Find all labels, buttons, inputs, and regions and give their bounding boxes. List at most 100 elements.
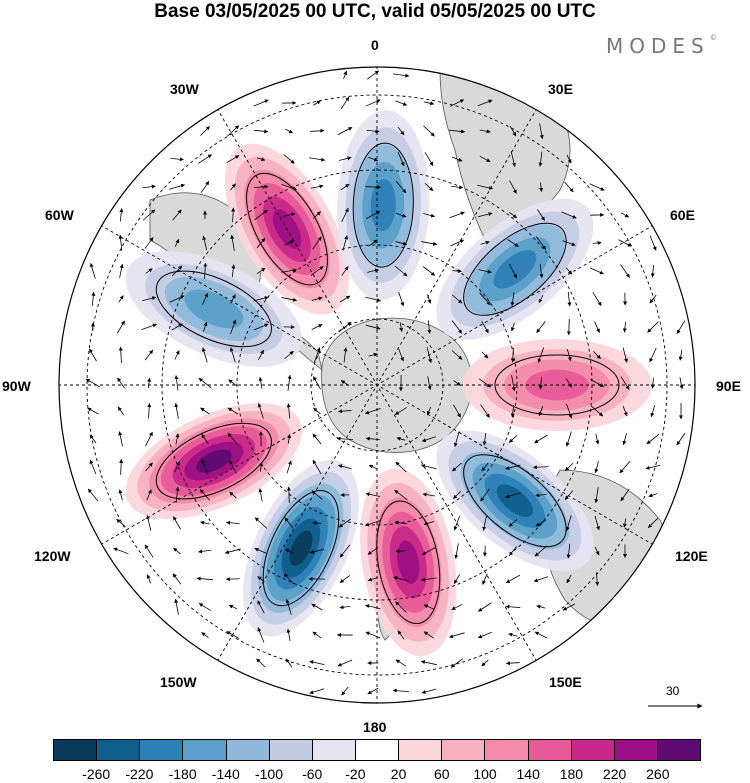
wind-vector — [284, 240, 294, 246]
wind-vector — [647, 518, 659, 528]
wind-vector — [534, 434, 548, 444]
wind-vector — [594, 515, 600, 531]
wind-vector — [226, 155, 240, 163]
wind-vector — [537, 347, 545, 363]
wind-vector — [645, 465, 661, 470]
wind-vector — [287, 374, 292, 391]
wind-vector — [258, 349, 264, 360]
wind-vector — [337, 659, 353, 667]
wind-vector — [622, 405, 628, 417]
wind-vector — [566, 543, 571, 559]
wind-vector — [313, 407, 321, 415]
wind-vector — [424, 101, 435, 106]
wind-vector — [427, 376, 432, 391]
wind-vector — [394, 407, 407, 415]
wind-vector — [230, 234, 235, 251]
wind-vector — [198, 603, 212, 611]
wind-vector — [144, 237, 154, 249]
lon-label-90e: 90E — [716, 378, 741, 394]
wind-vector — [392, 688, 409, 693]
anomaly-contour — [493, 250, 537, 289]
wind-vector — [119, 263, 124, 278]
wind-vector — [566, 349, 572, 362]
wind-vector — [229, 460, 237, 474]
wind-vector — [282, 212, 296, 217]
wind-vector — [117, 377, 125, 389]
wind-vector — [285, 658, 293, 668]
wind-vector — [311, 324, 323, 330]
wind-vector — [622, 518, 627, 528]
wind-vector — [142, 184, 156, 189]
wind-vector — [313, 211, 321, 219]
wind-vector — [594, 546, 600, 556]
wind-vector — [309, 157, 326, 162]
wind-vector — [650, 405, 656, 418]
wind-vector — [679, 377, 684, 390]
wind-vector — [174, 375, 179, 391]
wind-vector — [423, 631, 435, 639]
wind-vector — [622, 433, 627, 446]
wind-vector — [312, 520, 322, 525]
colorbar-tick-label: -20 — [345, 766, 366, 782]
wind-vector — [311, 296, 323, 301]
wind-vector — [145, 431, 153, 447]
wind-vector — [257, 627, 265, 643]
wind-vector — [508, 546, 518, 556]
wind-vector — [453, 431, 460, 448]
wind-vector — [565, 515, 572, 531]
lon-label-0: 0 — [371, 37, 379, 53]
colorbar-tick-label: 100 — [473, 766, 497, 782]
wind-vector — [174, 350, 180, 360]
wind-vector — [594, 487, 599, 504]
wind-vector — [285, 128, 294, 134]
wind-vector — [421, 241, 438, 246]
wind-vector — [283, 573, 295, 585]
wind-vector — [622, 347, 628, 363]
wind-vector — [398, 291, 405, 307]
colorbar-swatch — [140, 740, 184, 760]
wind-vector — [368, 352, 378, 357]
wind-vector — [118, 489, 123, 501]
wind-vector — [505, 492, 521, 499]
wind-vector — [117, 406, 125, 416]
wind-vector — [337, 127, 353, 135]
wind-vector — [368, 239, 378, 247]
wind-vector — [365, 296, 382, 302]
streamline-contour — [262, 490, 340, 607]
wind-vector — [398, 348, 404, 362]
wind-vector — [395, 100, 408, 106]
wind-vector — [564, 181, 574, 193]
colorbar-swatch — [528, 740, 572, 760]
wind-vector — [510, 347, 515, 363]
wind-vector — [511, 375, 516, 392]
wind-vector — [420, 464, 437, 470]
wind-vector — [592, 292, 602, 307]
colorbar-tick-label: 180 — [559, 766, 584, 782]
wind-vector — [477, 99, 493, 107]
wind-vector — [424, 152, 434, 166]
wind-vector — [228, 379, 238, 387]
wind-vector — [565, 378, 573, 388]
wind-vector — [365, 492, 381, 497]
wind-vector — [366, 129, 380, 134]
wind-vector — [481, 351, 489, 359]
wind-vector — [481, 320, 489, 334]
wind-vector — [480, 404, 490, 418]
wind-vector — [367, 268, 380, 273]
wind-vector — [286, 628, 291, 642]
wind-vector — [594, 321, 600, 333]
wind-vector — [566, 574, 572, 584]
wind-vector — [566, 403, 573, 419]
wind-vector — [312, 631, 322, 639]
wind-vector — [253, 296, 269, 302]
streamline-contour — [352, 142, 414, 268]
wind-vector — [113, 547, 129, 555]
wind-vector — [450, 658, 464, 668]
wind-vector — [341, 266, 349, 276]
wind-vector — [566, 319, 571, 336]
wind-vector — [256, 157, 266, 162]
wind-vector — [595, 433, 600, 445]
wind-vector — [170, 157, 184, 162]
wind-vector — [535, 493, 547, 498]
wind-vector — [259, 462, 264, 472]
